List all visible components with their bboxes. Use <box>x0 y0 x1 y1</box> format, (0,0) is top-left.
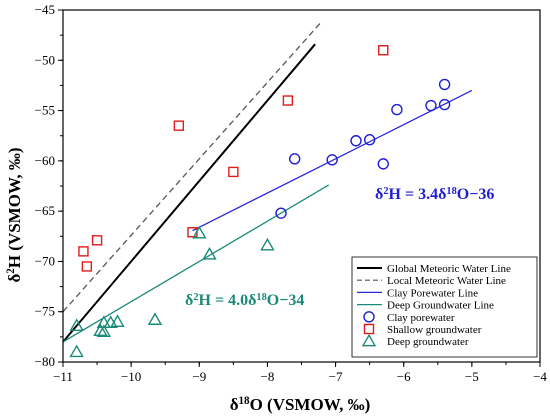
x-tick-label: −9 <box>192 369 206 384</box>
legend-label: Deep Groundwater Line <box>387 300 494 312</box>
deep-groundwater-point <box>260 237 275 251</box>
deep-groundwater-point <box>202 246 217 260</box>
y-tick-label: −60 <box>35 153 55 168</box>
legend-label: Clay porewater <box>387 312 455 324</box>
deep-groundwater-point <box>147 312 163 325</box>
deep-groundwater-point <box>96 315 112 328</box>
y-tick-label: −50 <box>35 52 55 67</box>
shallow-groundwater-point <box>91 235 103 246</box>
regression-lines <box>63 20 473 343</box>
shallow-groundwater-point <box>78 246 89 257</box>
plot-frame <box>62 9 541 363</box>
clay-porewater-point <box>438 98 451 111</box>
x-tick-label: −11 <box>53 369 73 384</box>
clay-porewater-point <box>391 103 403 116</box>
shallow-groundwater-point <box>81 261 93 272</box>
clay-porewater-point <box>363 134 376 146</box>
y-axis-label: δ2H (VSMOW, ‰) <box>5 147 24 282</box>
shallow-groundwater-point <box>173 120 185 131</box>
shallow-groundwater-point <box>228 166 239 178</box>
line-clay-porewater-line <box>192 89 473 232</box>
deep-groundwater-point <box>69 318 84 331</box>
clay-porewater-point <box>275 207 287 219</box>
line-deep-groundwater-line <box>63 184 330 343</box>
deep-groundwater-point <box>93 323 108 337</box>
line-local-meteoric-water-line <box>63 20 323 313</box>
x-tick-label: −7 <box>329 369 343 384</box>
legend-label: Deep groundwater <box>387 336 469 348</box>
legend-label: Local Meteoric Water Line <box>387 275 506 287</box>
x-tick-label: −8 <box>261 369 275 384</box>
legend-label: Clay Porewater Line <box>387 287 478 299</box>
y-tick-label: −80 <box>35 354 55 369</box>
shallow-groundwater-point <box>378 45 389 56</box>
line-global-meteoric-water-line <box>63 43 316 343</box>
clay-porewater-point <box>425 99 437 112</box>
data-points <box>69 45 451 358</box>
clay-porewater-point <box>438 78 451 91</box>
clay-porewater-point <box>288 153 301 165</box>
x-tick-label: −4 <box>533 369 547 384</box>
legend-label: Global Meteoric Water Line <box>387 263 511 275</box>
deep-groundwater-point <box>96 324 112 338</box>
deep-groundwater-point <box>110 314 125 327</box>
x-tick-label: −10 <box>121 369 141 384</box>
y-tick-label: −75 <box>35 304 55 319</box>
deep-groundwater-point <box>69 344 84 358</box>
legend-box <box>351 256 538 358</box>
clay-equation-label: δ2H = 3.4δ18O−36 <box>375 186 494 204</box>
x-tick-label: −6 <box>397 369 411 384</box>
clay-porewater-point <box>377 158 389 170</box>
deep-equation-label: δ2H = 4.0δ18O−34 <box>185 292 304 310</box>
clay-porewater-point <box>326 154 338 166</box>
shallow-groundwater-point <box>282 95 294 106</box>
legend-marker-swatch <box>361 333 377 347</box>
plot-border <box>62 9 541 363</box>
deep-groundwater-point <box>192 225 207 239</box>
legend-marker-swatch <box>363 311 375 323</box>
legend-marker-swatch <box>363 323 375 335</box>
y-tick-label: −70 <box>35 253 55 268</box>
y-tick-label: −55 <box>35 103 55 118</box>
y-tick-label: −65 <box>35 203 55 218</box>
x-tick-label: −5 <box>465 369 479 384</box>
legend-label: Shallow groundwater <box>387 324 482 336</box>
clay-porewater-point <box>350 135 362 147</box>
y-tick-label: −45 <box>35 2 55 17</box>
axis-ticks: −11 −10 −9 −8 −7 −6 −5 −4 −80 −75 −70 −65 −60 −55 −50 −… <box>35 2 548 384</box>
x-axis-label: δ18O (VSMOW, ‰) <box>230 395 371 414</box>
